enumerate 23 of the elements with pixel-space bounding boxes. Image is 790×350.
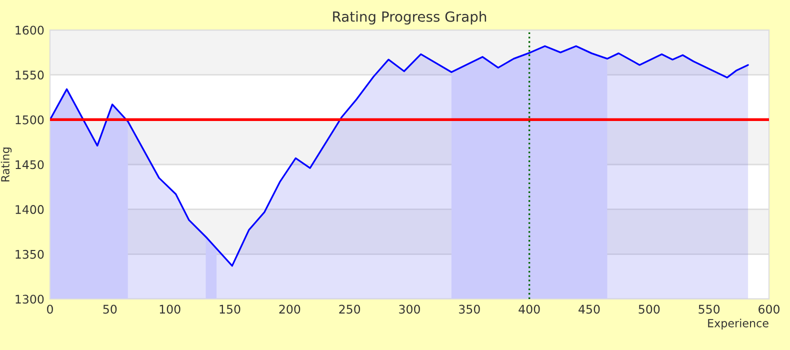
x-tick-label: 250: [339, 304, 360, 314]
y-tick-label: 1300: [16, 294, 44, 304]
x-tick-label: 300: [399, 304, 420, 314]
y-tick-label: 1600: [16, 26, 44, 35]
x-tick-label: 50: [103, 304, 117, 314]
x-tick-label: 200: [279, 304, 300, 314]
x-tick-label: 0: [47, 304, 53, 314]
y-axis-title: Rating: [0, 148, 12, 182]
x-tick-label: 450: [578, 304, 600, 314]
x-tick-label: 400: [518, 304, 540, 314]
x-tick-label: 550: [698, 304, 720, 314]
x-axis-title: Experience: [708, 318, 768, 330]
x-tick-label: 500: [638, 304, 660, 314]
y-tick-label: 1450: [16, 160, 44, 170]
chart-title: Rating Progress Graph: [333, 11, 486, 25]
x-tick-label: 100: [160, 304, 180, 314]
y-tick-label: 1500: [16, 115, 44, 124]
x-tick-label: 150: [220, 304, 240, 314]
x-tick-label: 600: [758, 304, 780, 314]
y-tick-label: 1400: [16, 205, 44, 214]
x-tick-label: 350: [459, 304, 480, 314]
y-tick-label: 1350: [16, 250, 44, 259]
y-tick-label: 1550: [16, 70, 44, 80]
